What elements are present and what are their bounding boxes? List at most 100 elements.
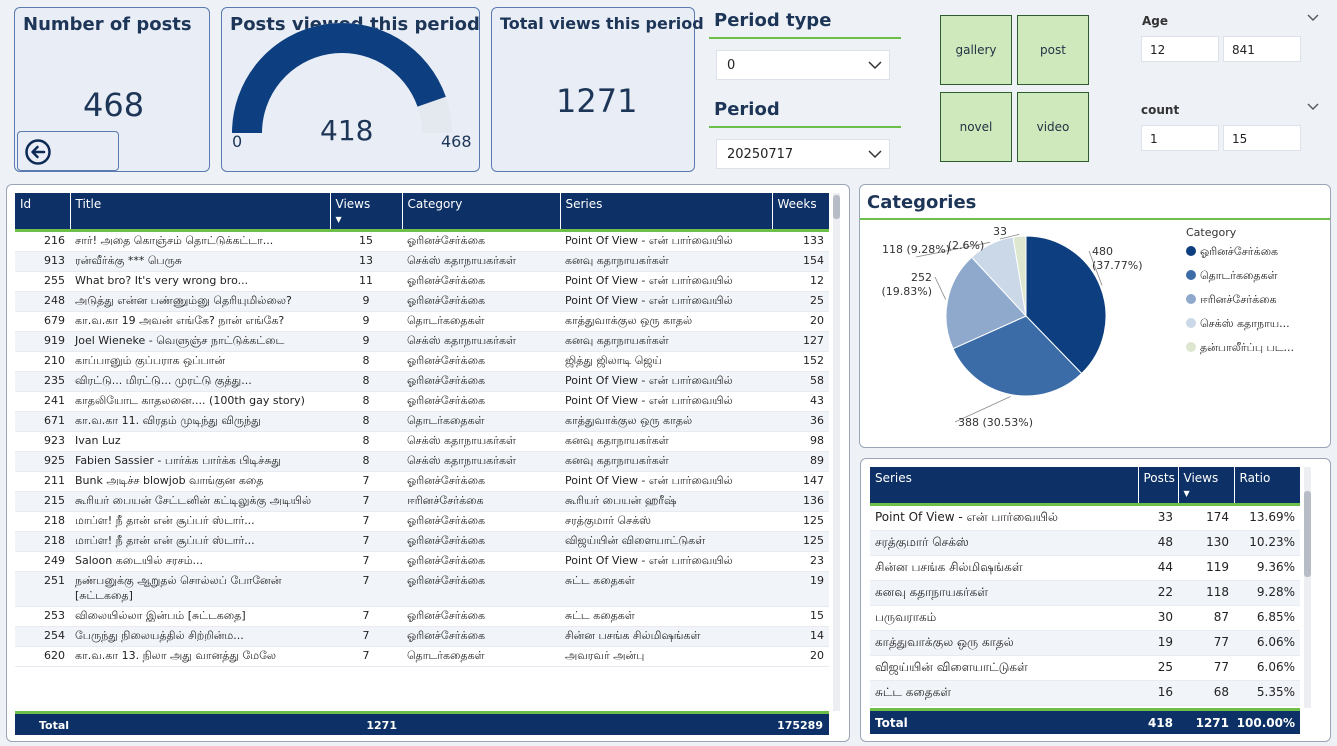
cell-category: செக்ஸ் கதாநாயகர்கள் — [402, 431, 560, 452]
table-row[interactable]: 919 Joel Wieneke - வெளுஞ்ச நாட்டுக்கட்டை 9… — [15, 331, 829, 352]
legend-item[interactable]: தன்பாலீர்ப்பு பட... — [1186, 341, 1294, 365]
table-row[interactable]: 254 பேருந்து நிலையத்தில் சிற்றின்ம... 7 ஓரி… — [15, 626, 829, 647]
table-row[interactable]: 241 காதலியோட காதலனை.... (100th gay story)… — [15, 391, 829, 412]
table-row[interactable]: 253 விலையில்லா இன்பம் [சுட்டகதை] 7 ஓரினச்சே… — [15, 606, 829, 627]
column-header-category[interactable]: Category — [402, 193, 561, 232]
legend-item[interactable]: தொடர்கதைகள் — [1186, 269, 1294, 293]
cell-series: விஜய்யின் விளையாட்டுகள் — [560, 531, 772, 552]
column-header-title[interactable]: Title — [70, 193, 331, 232]
table-row[interactable]: 923 Ivan Luz 8 செக்ஸ் கதாநாயகர்கள் கனவு கதாந… — [15, 431, 829, 452]
count-max-input[interactable]: 15 — [1223, 125, 1301, 151]
table-row[interactable]: Point Of View - என் பார்வையில் 33 174 13.69… — [870, 504, 1300, 531]
cell-weeks: 19 — [772, 571, 829, 607]
table-row[interactable]: 671 கா.வ.கா 11. விரதம் முடிந்து விருந்து 8… — [15, 411, 829, 432]
count-min-input[interactable]: 1 — [1141, 125, 1219, 151]
age-chevron-icon[interactable] — [1306, 11, 1320, 25]
legend-item[interactable]: ஓரினச்சேர்க்கை — [1186, 245, 1294, 269]
cell-series: Point Of View - என் பார்வையில் — [560, 371, 772, 392]
series-table-scrollbar[interactable] — [1304, 467, 1311, 708]
table-row[interactable]: 215 கூரியர் பையன் சேட்டனின் கட்டிலுக்கு அ… — [15, 491, 829, 512]
column-header-weeks[interactable]: Weeks — [772, 193, 829, 232]
table-row[interactable]: 249 Saloon கடையில் சரசம்... 7 ஓரினச்சேர்க்க… — [15, 551, 829, 572]
posts-table-viewport[interactable]: Id Title Views ▼ Category Series Weeks 21… — [15, 193, 829, 711]
table-row[interactable]: 218 மாப்ள! நீ தான் என் சூப்பர் ஸ்டார்... 7… — [15, 511, 829, 532]
table-row[interactable]: கனவு கதாநாயகர்கள் 22 118 9.28% — [870, 580, 1300, 606]
period-divider — [709, 126, 901, 128]
table-row[interactable]: 216 சார்! அதை கொஞ்சம் தொட்டுக்கட்டா... 15 ஓ… — [15, 230, 829, 252]
period-type-dropdown[interactable]: 0 — [716, 50, 890, 80]
cell-id: 215 — [15, 491, 70, 512]
table-row[interactable]: 210 காப்பானும் குப்பராக ஒப்பான் 8 ஓரினச்சேர… — [15, 351, 829, 372]
pie-leader-line — [934, 276, 947, 300]
cell-id: 251 — [15, 571, 70, 607]
back-button[interactable] — [17, 131, 119, 171]
cell-posts: 25 — [1138, 655, 1178, 681]
age-min-input[interactable]: 12 — [1141, 36, 1219, 62]
column-header-id[interactable]: Id — [15, 193, 71, 232]
table-row[interactable]: 251 நண்பனுக்கு ஆறுதல் சொல்லப் போனேன் [சுட… — [15, 571, 829, 607]
table-row[interactable]: 679 கா.வ.கா 19 அவன் எங்கே? நான் எங்கே? 9 தொ… — [15, 311, 829, 332]
table-row[interactable]: சின்ன பசங்க சில்மிஷங்கள் 44 119 9.36% — [870, 555, 1300, 581]
pie-leader-line — [1088, 250, 1103, 286]
cell-category: ஓரினச்சேர்க்கை — [402, 511, 560, 532]
column-header-views[interactable]: Views ▼ — [1178, 467, 1235, 506]
pie-slice[interactable] — [1025, 235, 1107, 375]
pie-data-label-pct: (37.77%) — [1092, 259, 1143, 272]
period-dropdown[interactable]: 20250717 — [716, 139, 890, 169]
count-chevron-icon[interactable] — [1306, 100, 1320, 114]
cell-views: 8 — [330, 411, 402, 432]
table-row[interactable]: 255 What bro? It's very wrong bro... 11 ஓரி… — [15, 271, 829, 292]
column-header-views[interactable]: Views ▼ — [330, 193, 403, 232]
table-row[interactable]: 248 அடுத்து என்ன பண்ணும்னு தெரியுமில்லை? 9… — [15, 291, 829, 312]
table-row[interactable]: சுட்ட கதைகள் 16 68 5.35% — [870, 680, 1300, 706]
table-row[interactable]: 620 கா.வ.கா 13. நிலா அது வானத்து மேலே 7 தொட… — [15, 646, 829, 667]
column-header-ratio[interactable]: Ratio — [1234, 467, 1300, 506]
cell-views: 7 — [330, 471, 402, 492]
table-row[interactable]: விஜய்யின் விளையாட்டுகள் 25 77 6.06% — [870, 655, 1300, 681]
cell-category: ஓரினச்சேர்க்கை — [402, 471, 560, 492]
table-row[interactable]: சரத்குமார் செக்ஸ் 48 130 10.23% — [870, 530, 1300, 556]
pie-data-label: 388 (30.53%) — [958, 416, 1033, 429]
table-row[interactable]: படுக்கையும் மனசும்19675.27% — [870, 705, 1300, 708]
table-row[interactable]: 218 மாப்ள! நீ தான் என் சூப்பர் ஸ்டார்... 7… — [15, 531, 829, 552]
cell-series: விஜய்யின் விளையாட்டுகள் — [870, 655, 1138, 681]
table-row[interactable]: காத்துவாக்குல ஒரு காதல் 19 77 6.06% — [870, 630, 1300, 656]
pie-slice[interactable] — [952, 315, 1083, 397]
posts-table-scrollbar[interactable] — [833, 193, 840, 711]
cell-series: கூரியர் பையன் ஹரீஷ் — [560, 491, 772, 512]
legend-item[interactable]: செக்ஸ் கதாநாய... — [1186, 317, 1294, 341]
legend-label: தன்பாலீர்ப்பு பட... — [1200, 341, 1294, 354]
pie-slice[interactable] — [945, 256, 1027, 350]
column-header-series[interactable]: Series — [560, 193, 773, 232]
table-row[interactable]: 913 ரன்வீர்க்கு *** பெருசு 13 செக்ஸ் கதாநாய… — [15, 251, 829, 272]
column-header-series[interactable]: Series — [870, 467, 1139, 506]
age-max-input[interactable]: 841 — [1223, 36, 1301, 62]
cell-ratio: 9.36% — [1234, 555, 1300, 581]
tile-video[interactable]: video — [1017, 92, 1089, 162]
cell-id: 216 — [15, 230, 70, 252]
pie-slice[interactable] — [1012, 235, 1027, 317]
tile-novel[interactable]: novel — [940, 92, 1012, 162]
cell-posts: 30 — [1138, 605, 1178, 631]
pie-leader-line — [915, 241, 991, 258]
tile-gallery[interactable]: gallery — [940, 15, 1012, 85]
table-row[interactable]: பருவராகம் 30 87 6.85% — [870, 605, 1300, 631]
legend-item[interactable]: ஈரினச்சேர்க்கை — [1186, 293, 1294, 317]
cell-posts: 44 — [1138, 555, 1178, 581]
column-header-posts[interactable]: Posts — [1138, 467, 1179, 506]
series-table-viewport[interactable]: Series Posts Views ▼ Ratio Point Of View … — [870, 467, 1300, 708]
pie-leader-line — [954, 396, 1011, 423]
table-row[interactable]: 925 Fabien Sassier - பார்க்க பார்க்க பிடி… — [15, 451, 829, 472]
cell-ratio: 13.69% — [1234, 504, 1300, 531]
cell-series: சின்ன பசங்க சில்மிஷங்கள் — [560, 626, 772, 647]
cell-id: 913 — [15, 251, 70, 272]
tile-post[interactable]: post — [1017, 15, 1089, 85]
table-row[interactable]: 235 விரட்டு... மிரட்டு... முரட்டு குத்து.… — [15, 371, 829, 392]
posts-table-scroll-thumb[interactable] — [833, 195, 840, 219]
series-table-scroll-thumb[interactable] — [1304, 491, 1311, 577]
cell-views: 68 — [1178, 680, 1234, 706]
cell-views: 130 — [1178, 530, 1234, 556]
cell-posts: 48 — [1138, 530, 1178, 556]
table-row[interactable]: 211 Bunk அடிச்ச blowjob வாங்குன கதை 7 ஓரினச… — [15, 471, 829, 492]
pie-leader-line — [999, 233, 1020, 240]
